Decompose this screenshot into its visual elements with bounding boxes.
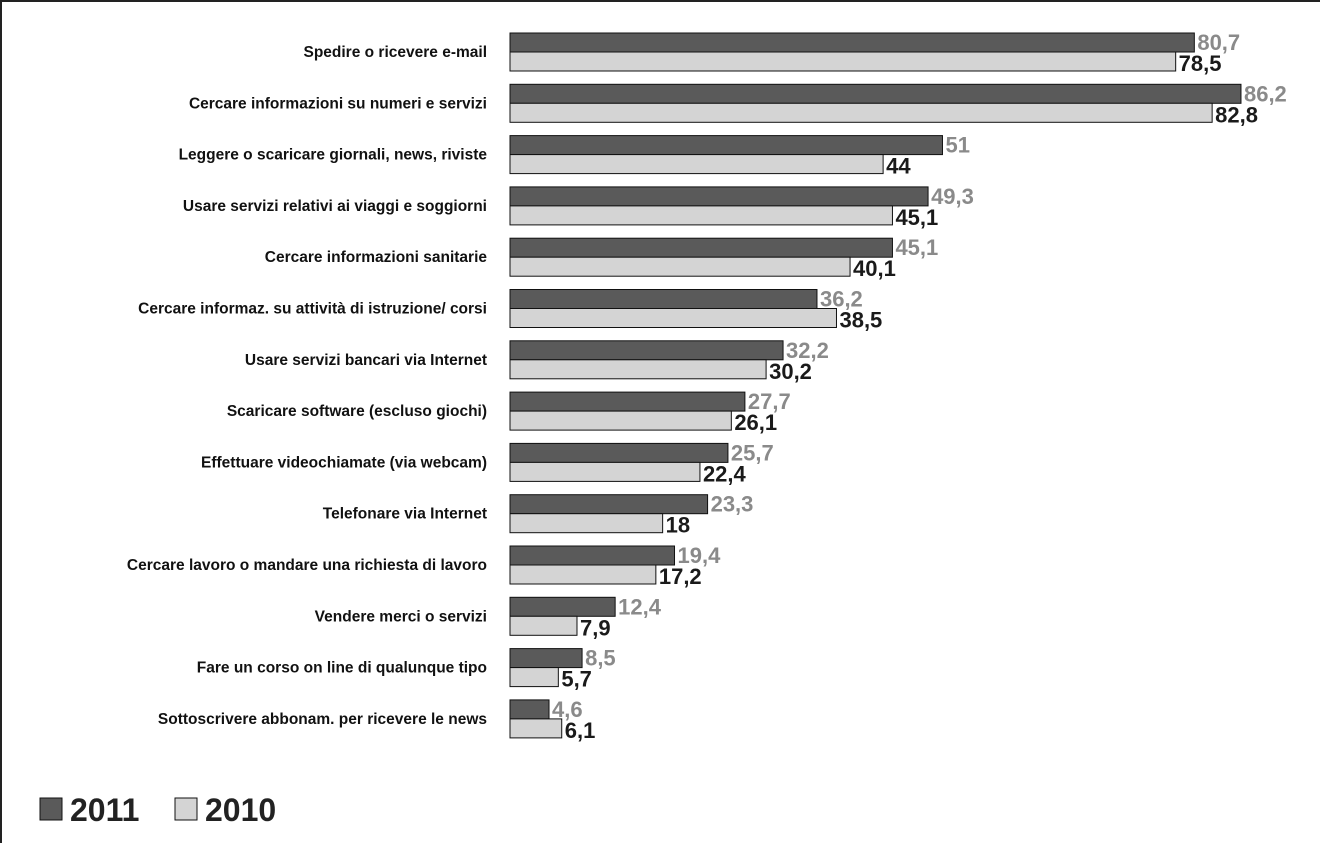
data-label-2010: 5,7 — [561, 667, 592, 692]
data-label-2010: 7,9 — [580, 615, 611, 640]
data-label-2011: 23,3 — [711, 492, 754, 517]
data-label-2010: 6,1 — [565, 718, 596, 743]
bar-2011 — [509, 83, 1242, 104]
bar-2010 — [509, 51, 1177, 72]
bar-2011 — [509, 32, 1195, 53]
category-label: Cercare informazioni sanitarie — [265, 249, 488, 266]
data-label-2010: 40,1 — [853, 256, 896, 281]
data-label-2010: 45,1 — [895, 205, 938, 230]
data-label-2010: 38,5 — [839, 308, 882, 333]
category-label: Fare un corso on line di qualunque tipo — [197, 660, 487, 677]
legend-swatch-2011 — [39, 797, 63, 821]
category-label: Sottoscrivere abbonam. per ricevere le n… — [158, 711, 487, 728]
data-label-2010: 17,2 — [659, 564, 702, 589]
bar-2010 — [509, 410, 732, 431]
category-label: Usare servizi relativi ai viaggi e soggi… — [183, 198, 487, 215]
data-label-2011: 19,4 — [678, 543, 722, 568]
bar-2011 — [509, 596, 616, 617]
category-label: Effettuare videochiamate (via webcam) — [201, 454, 487, 471]
bar-2011 — [509, 648, 583, 669]
bar-2011 — [509, 494, 709, 515]
legend-swatch-2010 — [174, 797, 198, 821]
bar-2010 — [509, 461, 701, 482]
data-label-2010: 82,8 — [1215, 102, 1258, 127]
bar-2010 — [509, 513, 664, 534]
bar-2010 — [509, 102, 1213, 123]
bar-2010 — [509, 564, 657, 585]
data-label-2011: 32,2 — [786, 338, 829, 363]
bar-2011 — [509, 442, 729, 463]
bar-2010 — [509, 308, 837, 328]
data-label-2011: 51 — [945, 133, 969, 158]
data-label-2011: 27,7 — [748, 389, 791, 414]
legend-label-2011: 2011 — [70, 792, 139, 828]
category-label: Usare servizi bancari via Internet — [245, 352, 487, 369]
category-label: Vendere merci o servizi — [315, 608, 487, 625]
bar-2011 — [509, 135, 943, 156]
bar-2010 — [509, 667, 559, 688]
bar-2010 — [509, 615, 578, 636]
category-label: Telefonare via Internet — [323, 506, 487, 523]
data-label-2011: 45,1 — [895, 235, 938, 260]
category-label: Leggere o scaricare giornali, news, rivi… — [179, 147, 488, 164]
data-label-2011: 36,2 — [820, 287, 863, 312]
data-label-2010: 44 — [886, 154, 911, 179]
bar-2011 — [509, 237, 893, 258]
bar-2010 — [509, 205, 893, 226]
legend-label-2010: 2010 — [205, 792, 276, 828]
data-label-2011: 49,3 — [931, 184, 974, 209]
bar-2011 — [509, 289, 818, 309]
data-label-2010: 18 — [666, 513, 690, 538]
data-label-2010: 30,2 — [769, 359, 812, 384]
bar-2010 — [509, 359, 767, 380]
data-label-2010: 22,4 — [703, 461, 747, 486]
bar-2011 — [509, 699, 550, 720]
data-label-2011: 86,2 — [1244, 81, 1287, 106]
data-label-2011: 8,5 — [585, 646, 616, 671]
category-label: Cercare informaz. su attività di istruzi… — [138, 301, 487, 318]
bar-2010 — [509, 256, 851, 277]
category-label: Cercare lavoro o mandare una richiesta d… — [127, 557, 487, 574]
bar-2011 — [509, 340, 784, 361]
bar-2011 — [509, 391, 746, 412]
bar-2011 — [509, 186, 929, 207]
bar-2011 — [509, 545, 676, 566]
category-label: Scaricare software (escluso giochi) — [227, 403, 487, 420]
bar-2010 — [509, 718, 563, 739]
data-label-2011: 12,4 — [618, 594, 662, 619]
data-label-2011: 4,6 — [552, 697, 583, 722]
data-label-2011: 80,7 — [1197, 30, 1240, 55]
bar-2010 — [509, 154, 884, 175]
category-label: Cercare informazioni su numeri e servizi — [189, 95, 487, 112]
data-label-2010: 26,1 — [734, 410, 777, 435]
data-label-2011: 25,7 — [731, 440, 774, 465]
data-label-2010: 78,5 — [1179, 51, 1222, 76]
category-label: Spedire o ricevere e-mail — [303, 44, 487, 61]
